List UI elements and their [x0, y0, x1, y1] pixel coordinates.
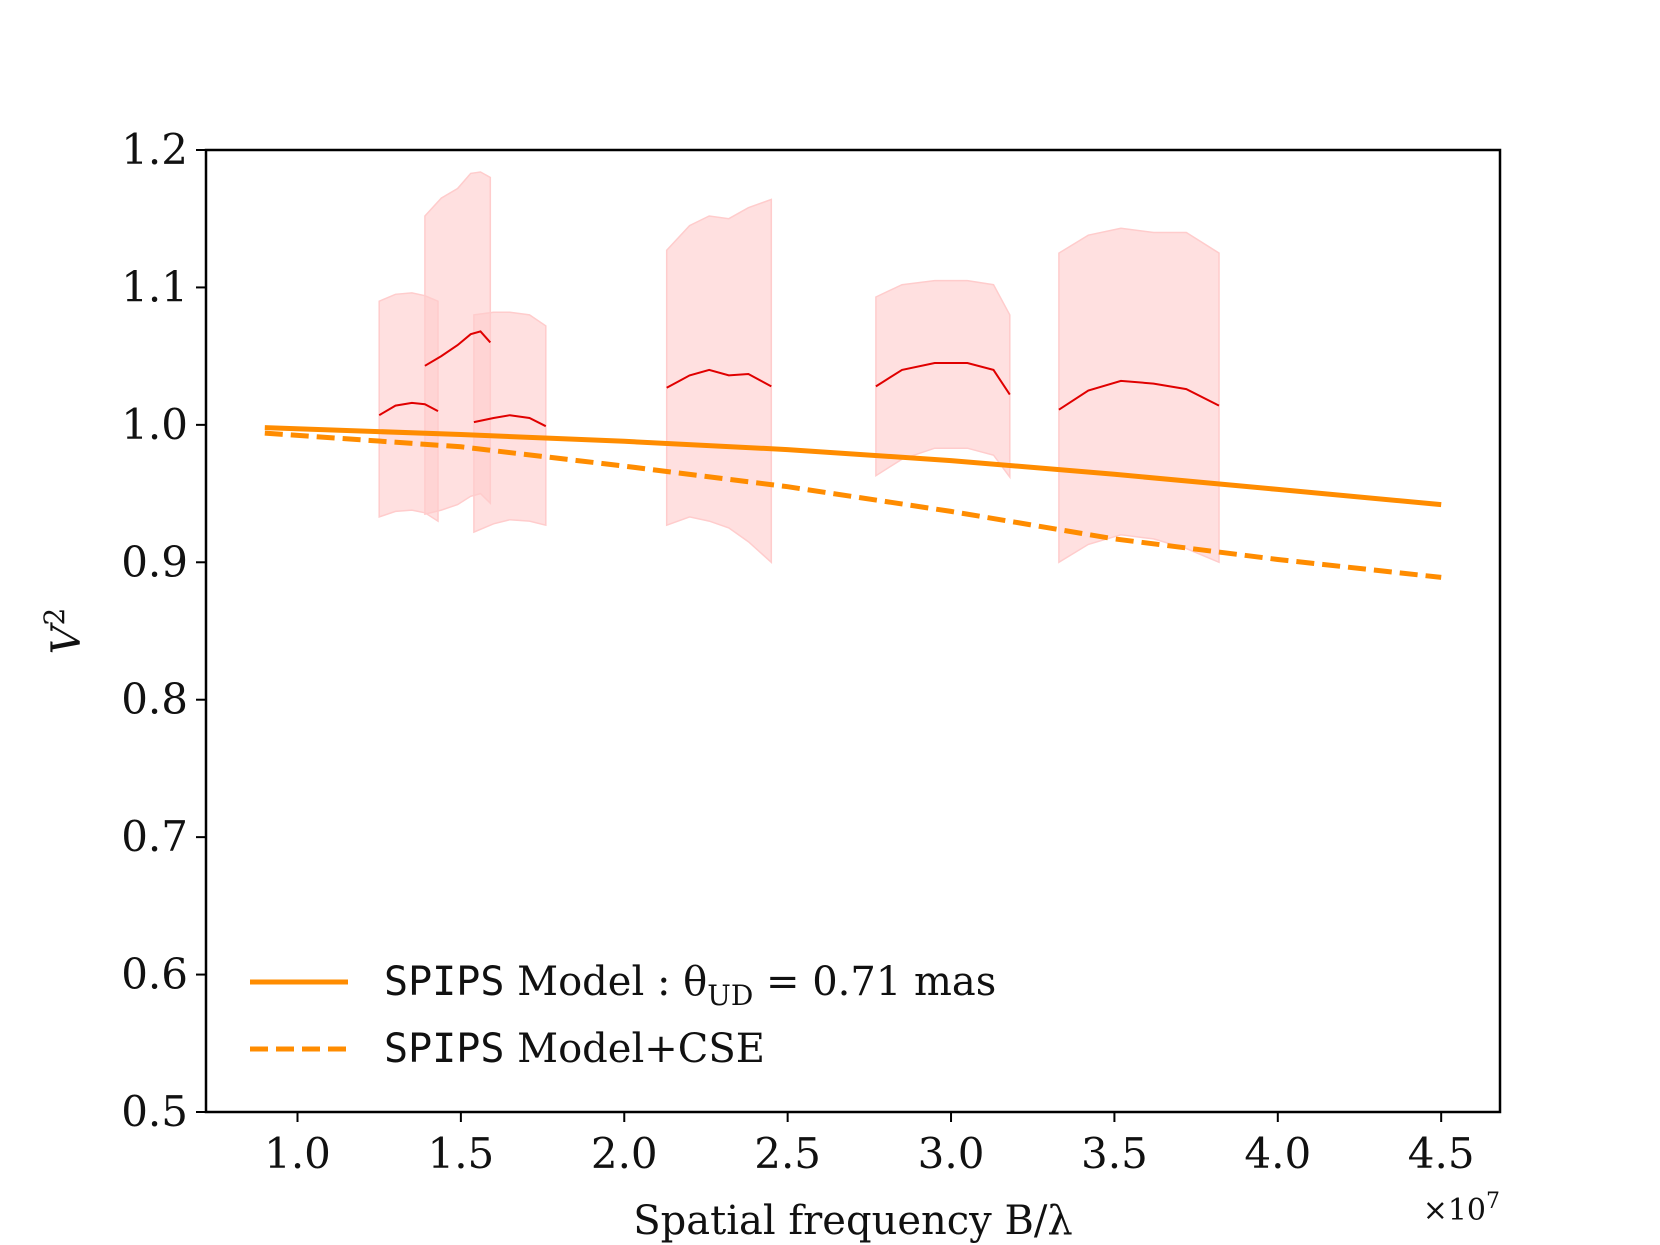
- uncertainty-bands: [378, 171, 1220, 564]
- model-line-solid: [264, 425, 1442, 508]
- y-tick-label: 0.7: [121, 812, 188, 861]
- legend-label-rest: Model+CSE: [504, 1026, 765, 1072]
- y-tick-label: 0.6: [121, 950, 188, 999]
- legend-label-subscript: UD: [707, 979, 753, 1012]
- uncertainty-band-3: [665, 198, 773, 564]
- observation-lines: [378, 330, 1220, 428]
- x-tick-label: 2.0: [591, 1129, 658, 1178]
- legend-label-rest: Model : θ: [504, 959, 707, 1005]
- x-axis-label: Spatial frequency B/λ: [633, 1198, 1072, 1244]
- model-lines: [264, 425, 1442, 580]
- model-line-dashed: [264, 430, 1442, 580]
- plot-frame: [204, 148, 1502, 1114]
- legend-label-dashed-model: SPIPS Model+CSE: [384, 1026, 765, 1072]
- observation-line-4: [875, 362, 1011, 396]
- y-tick-label: 1.2: [121, 125, 188, 174]
- x-axis-ticks: 1.0 1.5 2.0 2.5 3.0 3.5 4.0 4.5: [264, 1112, 1475, 1178]
- x-tick-label: 1.5: [427, 1129, 494, 1178]
- x-axis-offset-text: ×107: [1423, 1189, 1500, 1228]
- x-tick-label: 4.5: [1408, 1129, 1475, 1178]
- legend-label-tail: = 0.71 mas: [753, 959, 996, 1005]
- observation-line-2: [473, 414, 547, 428]
- y-tick-label: 0.8: [121, 675, 188, 724]
- y-axis-label-exponent: 2: [38, 608, 71, 626]
- x-tick-label: 4.0: [1244, 1129, 1311, 1178]
- uncertainty-band-0: [378, 292, 439, 523]
- y-tick-label: 0.9: [121, 537, 188, 586]
- legend-label-mono: SPIPS: [384, 959, 504, 1005]
- x-tick-label: 2.5: [754, 1129, 821, 1178]
- legend-label-mono: SPIPS: [384, 1026, 504, 1072]
- x-tick-label: 1.0: [264, 1129, 331, 1178]
- legend-label-solid-model: SPIPS Model : θUD = 0.71 mas: [384, 959, 996, 1012]
- uncertainty-band-5: [1058, 227, 1220, 564]
- y-tick-label: 1.0: [121, 400, 188, 449]
- y-tick-label: 0.5: [121, 1087, 188, 1136]
- y-axis-label: V2: [38, 608, 90, 655]
- x-tick-label: 3.5: [1081, 1129, 1148, 1178]
- x-tick-label: 3.0: [918, 1129, 985, 1178]
- x-offset-exponent: 7: [1486, 1189, 1500, 1214]
- uncertainty-band-2: [473, 311, 547, 534]
- observation-line-1: [424, 330, 492, 367]
- observation-line-5: [1058, 379, 1220, 411]
- y-tick-label: 1.1: [121, 262, 188, 311]
- observation-line-0: [378, 401, 439, 417]
- uncertainty-band-4: [875, 279, 1011, 480]
- y-axis-ticks: 0.5 0.6 0.7 0.8 0.9 1.0 1.1 1.2: [121, 125, 206, 1136]
- y-axis-label-base: V: [44, 621, 90, 654]
- legend: SPIPS Model : θUD = 0.71 mas SPIPS Model…: [250, 959, 996, 1072]
- x-offset-base: ×10: [1423, 1193, 1486, 1228]
- observation-line-3: [666, 368, 772, 389]
